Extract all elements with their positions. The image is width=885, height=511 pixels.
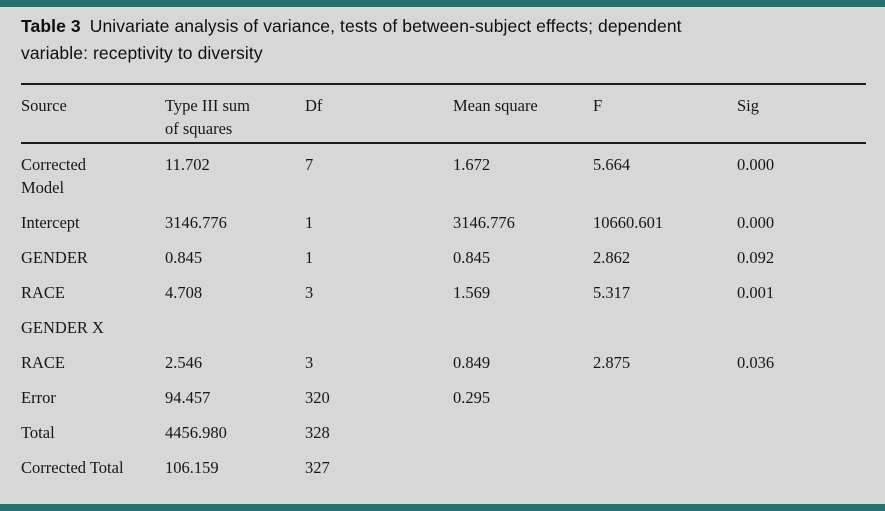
cell-df: 1 — [305, 213, 314, 232]
cell-df: 3 — [305, 353, 314, 372]
cell-type-iii-sum: 3146.776 — [165, 213, 227, 232]
cell-mean-square: 1.569 — [453, 283, 491, 302]
table-row: GENDER X — [21, 316, 866, 339]
table-row: Intercept 3146.776 1 3146.776 10660.601 … — [21, 211, 866, 234]
cell-source: RACE — [21, 353, 66, 372]
cell-source: GENDER — [21, 248, 88, 267]
cell-sig: 0.000 — [737, 213, 775, 232]
cell-mean-square: 0.849 — [453, 353, 491, 372]
column-header-sig: Sig — [737, 96, 760, 115]
cell-type-iii-sum: 106.159 — [165, 458, 219, 477]
top-accent-bar — [0, 0, 885, 7]
table-caption-line1: Table 3 Univariate analysis of variance, … — [21, 16, 682, 36]
cell-source: Corrected Total — [21, 458, 124, 477]
table-caption: Table 3 Univariate analysis of variance, … — [21, 13, 866, 67]
cell-df: 328 — [305, 423, 330, 442]
cell-source: GENDER X — [21, 318, 104, 337]
cell-df: 327 — [305, 458, 330, 477]
table-header-row: Source Type III sum of squares Df Mean s… — [21, 94, 866, 140]
bottom-accent-bar — [0, 504, 885, 511]
column-header-type-iii-sum: Type III sum of squares — [165, 96, 250, 138]
cell-type-iii-sum: 2.546 — [165, 353, 203, 372]
cell-mean-square: 3146.776 — [453, 213, 515, 232]
cell-sig: 0.001 — [737, 283, 775, 302]
cell-df: 320 — [305, 388, 330, 407]
cell-type-iii-sum: 11.702 — [165, 155, 210, 174]
cell-type-iii-sum: 94.457 — [165, 388, 211, 407]
cell-type-iii-sum: 4456.980 — [165, 423, 227, 442]
column-header-f: F — [593, 96, 603, 115]
cell-sig: 0.000 — [737, 155, 775, 174]
table-caption-label: Table 3 — [21, 16, 81, 36]
cell-f: 5.664 — [593, 155, 631, 174]
cell-f: 2.875 — [593, 353, 631, 372]
table-caption-line2: variable: receptivity to diversity — [21, 43, 263, 63]
table-body: Corrected Model 11.702 7 1.672 5.664 0.0… — [21, 153, 866, 479]
cell-source: Error — [21, 388, 56, 407]
cell-mean-square: 0.295 — [453, 388, 491, 407]
table-panel: Table 3 Univariate analysis of variance, … — [21, 13, 866, 479]
cell-f: 5.317 — [593, 283, 631, 302]
cell-source: Corrected Model — [21, 155, 87, 197]
cell-sig: 0.036 — [737, 353, 775, 372]
cell-source: Intercept — [21, 213, 80, 232]
cell-source: RACE — [21, 283, 66, 302]
cell-type-iii-sum: 4.708 — [165, 283, 203, 302]
caption-rule — [21, 83, 866, 85]
table-row: GENDER 0.845 1 0.845 2.862 0.092 — [21, 246, 866, 269]
table-row: Error 94.457 320 0.295 — [21, 386, 866, 409]
table-row: Corrected Model 11.702 7 1.672 5.664 0.0… — [21, 153, 866, 199]
cell-mean-square: 1.672 — [453, 155, 491, 174]
cell-type-iii-sum: 0.845 — [165, 248, 203, 267]
column-header-mean-square: Mean square — [453, 96, 538, 115]
cell-df: 7 — [305, 155, 314, 174]
cell-df: 3 — [305, 283, 314, 302]
cell-source: Total — [21, 423, 55, 442]
table-row: RACE 4.708 3 1.569 5.317 0.001 — [21, 281, 866, 304]
table-row: RACE 2.546 3 0.849 2.875 0.036 — [21, 351, 866, 374]
table-caption-text: Univariate analysis of variance, tests o… — [89, 16, 682, 36]
cell-mean-square: 0.845 — [453, 248, 491, 267]
cell-df: 1 — [305, 248, 314, 267]
table-row: Total 4456.980 328 — [21, 421, 866, 444]
column-header-source: Source — [21, 96, 67, 115]
column-header-df: Df — [305, 96, 323, 115]
header-rule — [21, 142, 866, 144]
cell-f: 2.862 — [593, 248, 631, 267]
cell-sig: 0.092 — [737, 248, 775, 267]
cell-f: 10660.601 — [593, 213, 664, 232]
table-row: Corrected Total 106.159 327 — [21, 456, 866, 479]
